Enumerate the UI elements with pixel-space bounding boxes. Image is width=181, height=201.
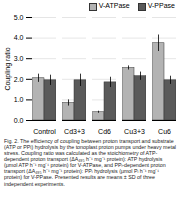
svg-text:2.0: 2.0 xyxy=(14,76,24,83)
svg-text:5.0: 5.0 xyxy=(14,14,24,21)
svg-text:Cu3+3: Cu3+3 xyxy=(124,128,145,135)
svg-text:4.0: 4.0 xyxy=(14,34,24,41)
svg-text:1.0: 1.0 xyxy=(14,96,24,103)
html-text:V-PPase: V-PPase xyxy=(147,2,175,10)
html-text:V-ATPase: V-ATPase xyxy=(98,2,130,10)
html-text:Fig. 2. The efficiency of coup: Fig. 2. The efficiency of coupling betwe… xyxy=(4,138,176,187)
svg-text:Cd3+3: Cd3+3 xyxy=(64,128,85,135)
svg-text:Coupling ratio: Coupling ratio xyxy=(4,47,12,90)
svg-text:Cu6: Cu6 xyxy=(158,128,171,135)
svg-text:Control: Control xyxy=(33,128,56,135)
svg-text:0.0: 0.0 xyxy=(14,117,24,124)
svg-text:3.0: 3.0 xyxy=(14,55,24,62)
svg-text:Cd6: Cd6 xyxy=(98,128,111,135)
